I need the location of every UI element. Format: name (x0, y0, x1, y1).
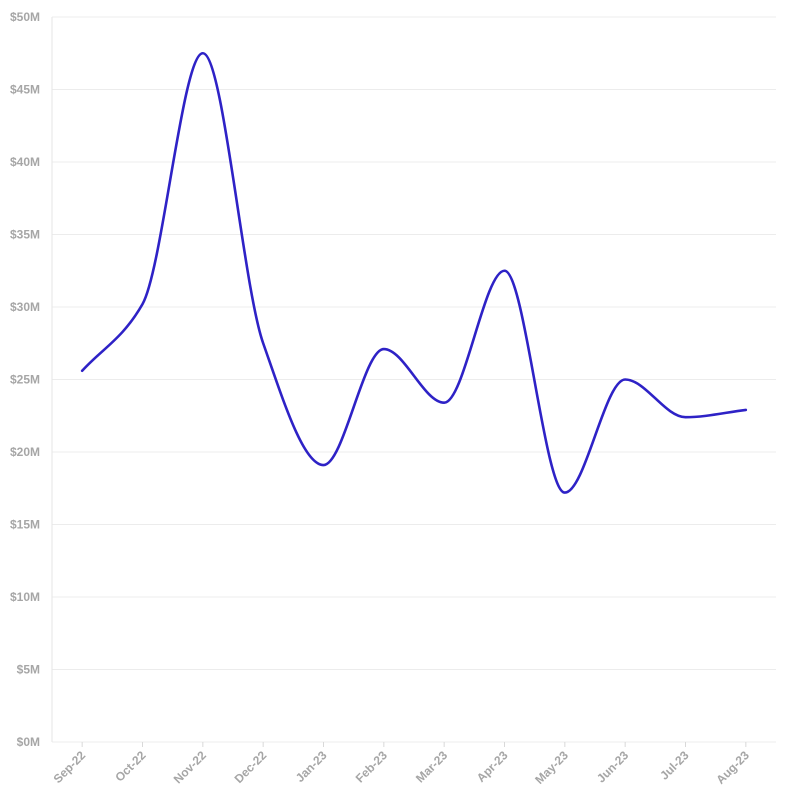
x-tick-label: Apr-23 (474, 748, 511, 785)
y-tick-label: $10M (10, 590, 40, 604)
y-tick-label: $45M (10, 83, 40, 97)
x-tick-label: Aug-23 (713, 748, 752, 787)
x-tick-label: Jun-23 (594, 748, 631, 785)
x-tick-label: Mar-23 (413, 748, 450, 785)
x-tick-label: Sep-22 (51, 748, 89, 786)
gridlines (52, 16, 776, 743)
y-tick-label: $50M (10, 10, 40, 24)
x-tick-label: May-23 (532, 748, 571, 787)
series-layer (80, 51, 748, 494)
y-tick-label: $30M (10, 300, 40, 314)
y-axis-ticks: $0M $5M $10M $15M $20M $25M $30M $35M $40M $45M $5… (10, 10, 40, 749)
x-tick-label: Dec-22 (232, 748, 270, 786)
y-tick-label: $5M (17, 663, 40, 677)
y-tick-label: $20M (10, 445, 40, 459)
x-tick-label: Feb-23 (353, 748, 390, 785)
y-tick-label: $40M (10, 155, 40, 169)
series-line (80, 51, 748, 494)
x-tick-label: Jul-23 (657, 748, 692, 783)
x-tick-label: Nov-22 (171, 748, 209, 786)
x-axis-ticks: Sep-22 Oct-22 Nov-22 Dec-22 Jan-23 Feb-23 Mar-… (51, 742, 752, 787)
x-tick-label: Jan-23 (293, 748, 330, 785)
y-tick-label: $15M (10, 518, 40, 532)
x-tick-label: Oct-22 (112, 748, 149, 785)
y-tick-label: $25M (10, 373, 40, 387)
y-tick-label: $35M (10, 228, 40, 242)
y-tick-label: $0M (17, 735, 40, 749)
